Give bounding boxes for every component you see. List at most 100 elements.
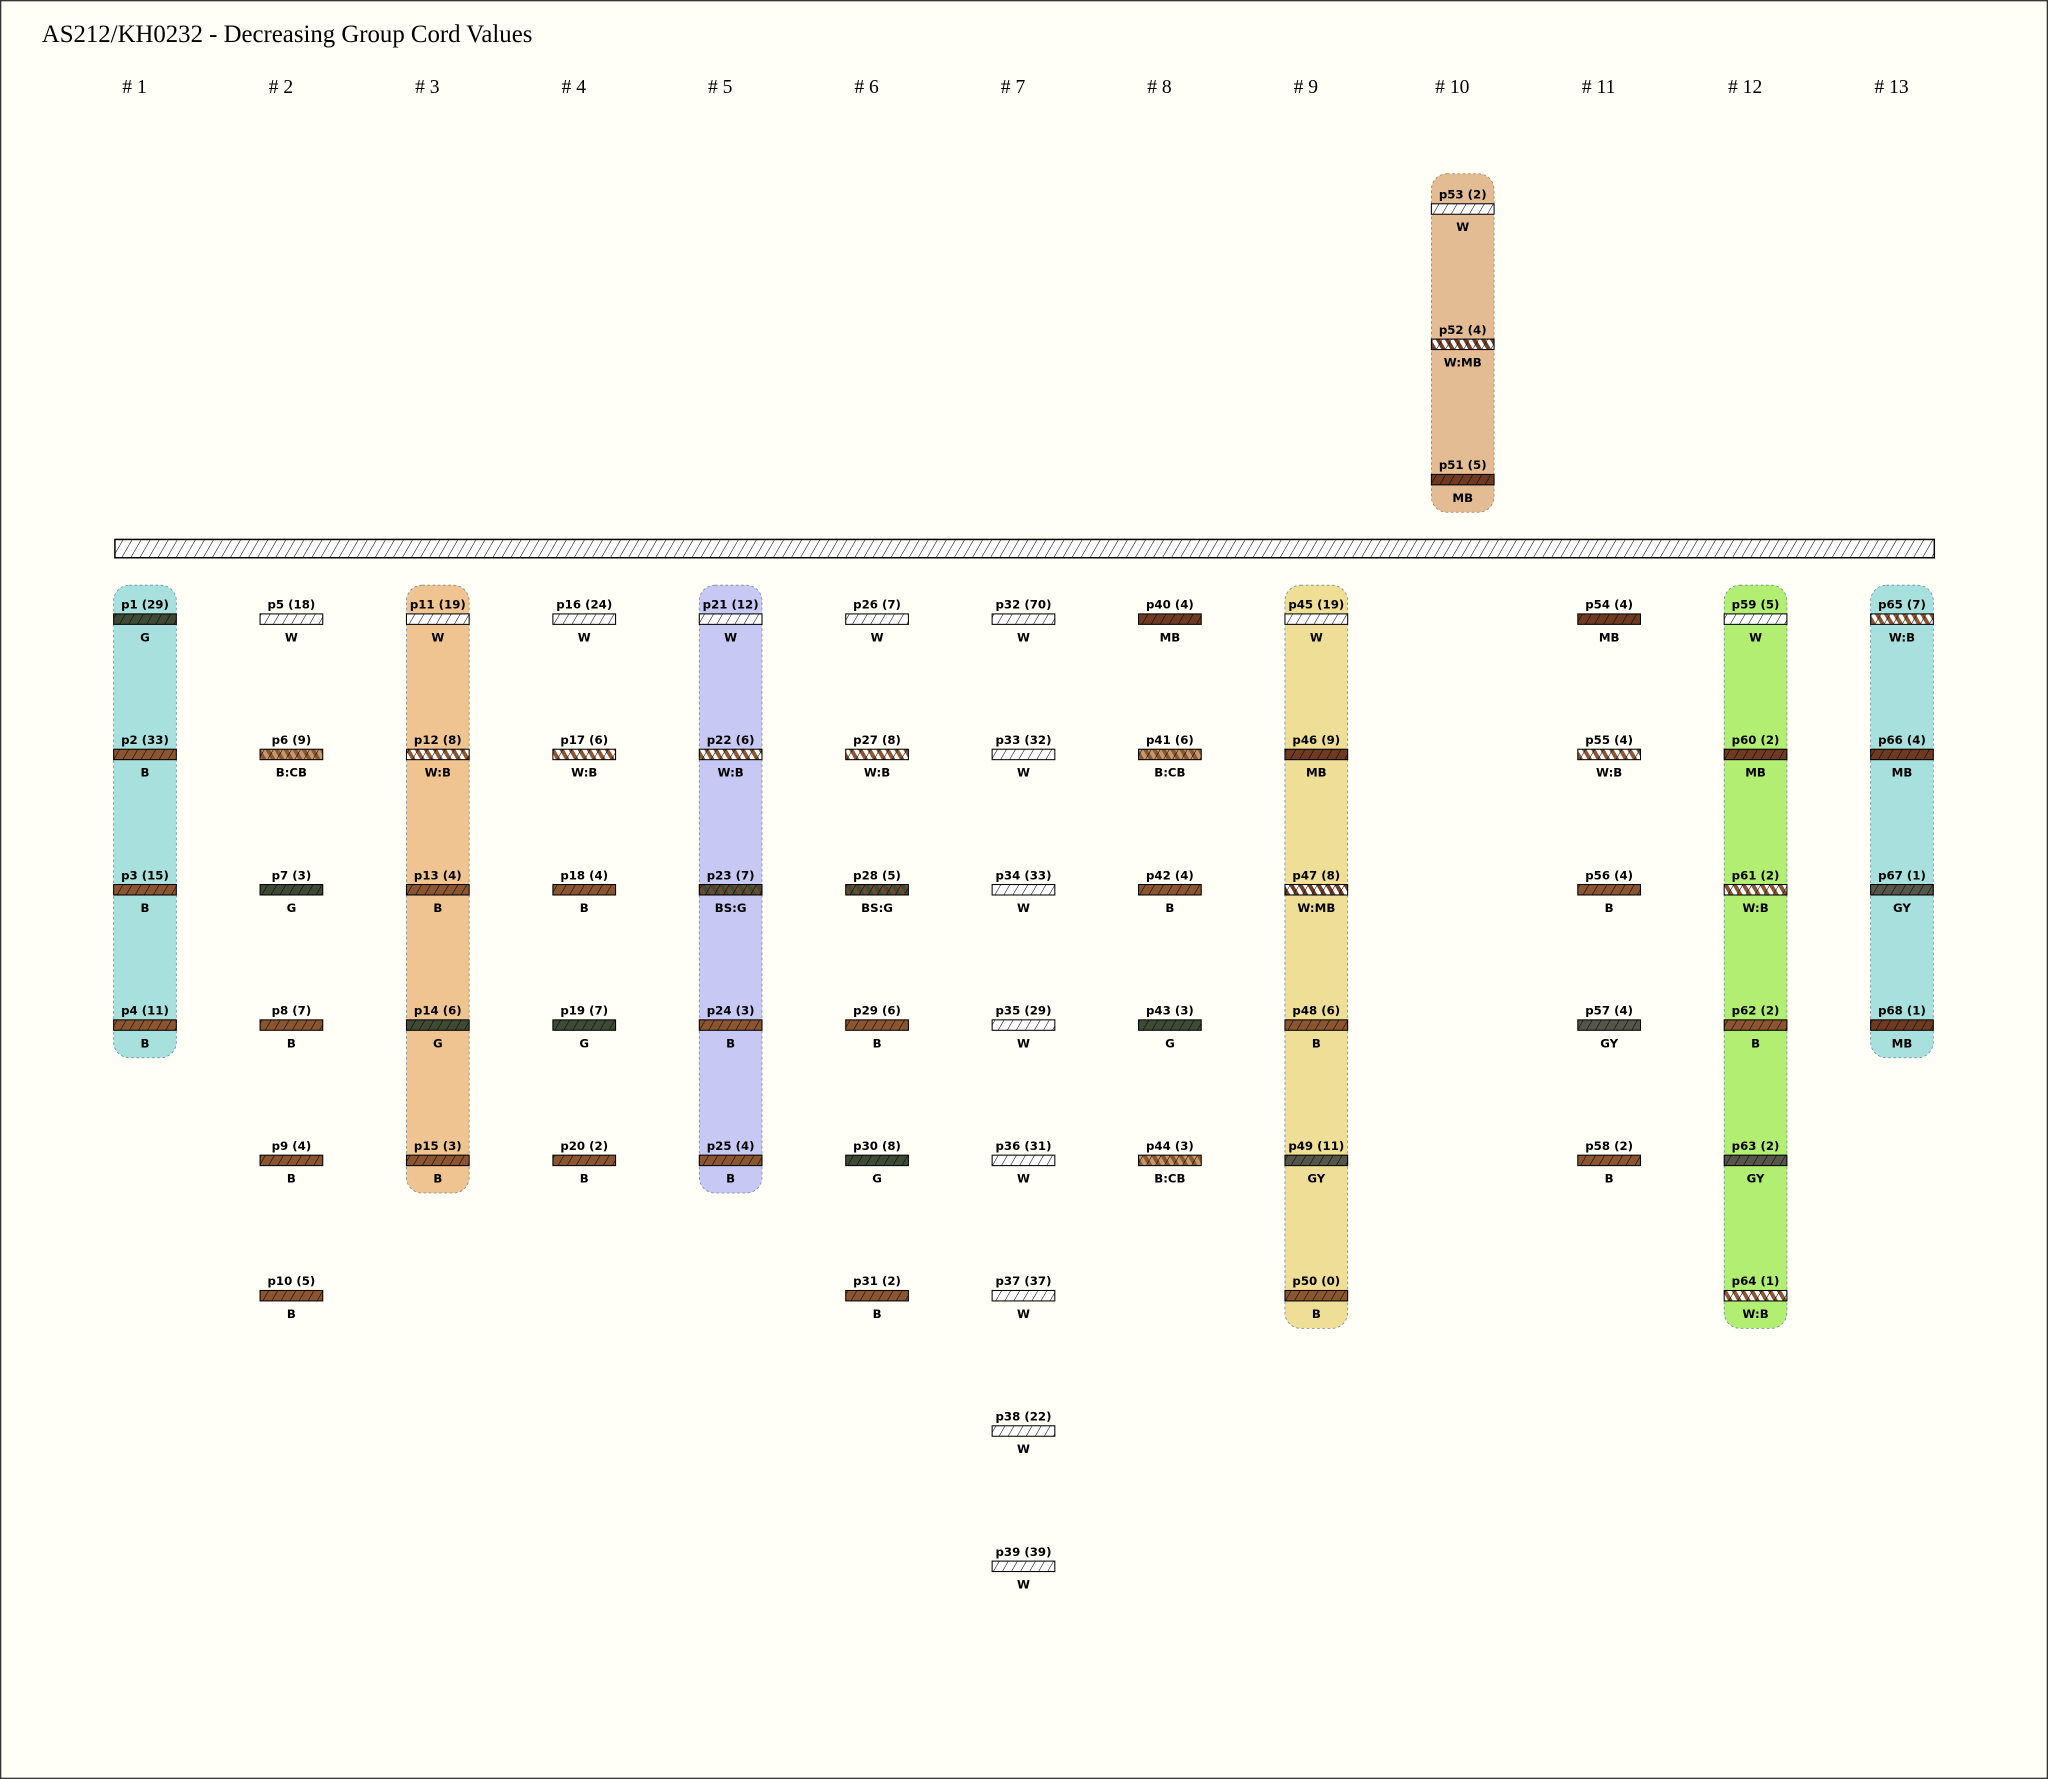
- cord-color-code: B: [287, 1172, 296, 1186]
- cord-color-code: B: [1165, 901, 1174, 915]
- cord-bar-hatch: [259, 884, 324, 896]
- cord-color-code: W:B: [1742, 901, 1768, 915]
- cord-color-code: W: [1017, 901, 1030, 915]
- cord-color-code: B: [726, 1172, 735, 1186]
- cord-label: p40 (4): [1146, 598, 1194, 612]
- group-label: # 6: [854, 77, 879, 98]
- cord-bar-hatch: [991, 1154, 1056, 1167]
- cord-color-code: B: [433, 1172, 442, 1186]
- cord-bar-hatch: [1723, 1289, 1788, 1302]
- group-highlight: [1723, 584, 1788, 1329]
- cord-bar-hatch: [845, 613, 909, 625]
- cord-bar-hatch: [1284, 1019, 1349, 1031]
- cord-bar-hatch: [259, 1019, 324, 1031]
- cord-label: p38 (22): [996, 1410, 1052, 1424]
- cord-label: p50 (0): [1292, 1274, 1340, 1288]
- cord-bar-hatch: [1723, 1154, 1788, 1167]
- cord-label: p60 (2): [1732, 733, 1780, 747]
- cord-bar-hatch: [1870, 1019, 1934, 1031]
- cord-bar-hatch: [113, 613, 177, 625]
- cord-label: p66 (4): [1878, 733, 1926, 747]
- cord-bar-hatch: [552, 748, 617, 761]
- cord-bar-hatch: [1284, 1289, 1349, 1302]
- cord-bar-hatch: [1284, 884, 1349, 896]
- group-label: # 5: [708, 77, 733, 98]
- cord-color-code: W:B: [1889, 630, 1915, 644]
- cord-color-code: G: [872, 1172, 882, 1186]
- cord-bar-hatch: [405, 1019, 470, 1031]
- cord-label: p42 (4): [1146, 868, 1194, 882]
- cord-label: p36 (31): [996, 1139, 1052, 1153]
- cord-color-code: MB: [1160, 630, 1181, 644]
- cord-color-code: G: [140, 630, 150, 644]
- cord-color-code: B: [580, 1172, 589, 1186]
- cord-label: p1 (29): [121, 598, 169, 612]
- group-label: # 3: [415, 77, 440, 98]
- cord-color-code: BS:G: [715, 901, 747, 915]
- cord-bar-hatch: [1870, 613, 1934, 625]
- cord-label: p62 (2): [1732, 1004, 1780, 1018]
- cord-label: p23 (7): [707, 868, 755, 882]
- cord-color-code: B: [873, 1036, 882, 1050]
- cord-color-code: MB: [1892, 1036, 1913, 1050]
- cord-color-code: G: [1165, 1036, 1175, 1050]
- cord-bar-hatch: [552, 1154, 617, 1167]
- cord-label: p25 (4): [707, 1139, 755, 1153]
- cord-color-code: B: [1605, 901, 1614, 915]
- cord-label: p35 (29): [996, 1004, 1052, 1018]
- cord-label: p54 (4): [1585, 598, 1633, 612]
- cord-label: p22 (6): [707, 733, 755, 747]
- cord-color-code: W: [1017, 630, 1030, 644]
- cord-label: p6 (9): [272, 733, 312, 747]
- cord-color-code: W:MB: [1297, 901, 1335, 915]
- cord-bar-hatch: [259, 1289, 324, 1302]
- cord-color-code: W: [285, 630, 298, 644]
- cord-color-code: W: [578, 630, 591, 644]
- cord-label: p31 (2): [853, 1274, 901, 1288]
- cord-bar-hatch: [405, 884, 470, 896]
- cord-bar-hatch: [1723, 1019, 1788, 1031]
- cord-bar-hatch: [991, 1289, 1056, 1302]
- cord-color-code: GY: [1893, 901, 1911, 915]
- cord-bar-hatch: [259, 748, 324, 761]
- cord-color-code: B:CB: [1154, 1172, 1185, 1186]
- cord-bar-hatch: [259, 1154, 324, 1167]
- cord-bar-hatch: [698, 748, 763, 761]
- cord-label: p18 (4): [560, 868, 608, 882]
- cord-label: p44 (3): [1146, 1139, 1194, 1153]
- cord-bar-hatch: [1138, 1019, 1202, 1031]
- cord-label: p14 (6): [414, 1004, 462, 1018]
- cord-bar-hatch: [1430, 338, 1495, 351]
- group-label: # 11: [1582, 77, 1616, 98]
- cord-bar-hatch: [1577, 748, 1642, 761]
- cord-label: p67 (1): [1878, 868, 1926, 882]
- cord-color-code: B:CB: [1154, 766, 1185, 780]
- cord-label: p32 (70): [996, 598, 1052, 612]
- cord-color-code: W:B: [425, 766, 451, 780]
- cord-bar-hatch: [991, 884, 1056, 896]
- cord-color-code: W: [431, 630, 444, 644]
- cord-color-code: G: [579, 1036, 589, 1050]
- group-label: # 7: [1001, 77, 1026, 98]
- cord-bar-hatch: [698, 613, 763, 625]
- cord-bar-hatch: [1284, 613, 1349, 625]
- main-cord-hatch: [114, 538, 1936, 559]
- cord-label: p27 (8): [853, 733, 901, 747]
- cord-color-code: W: [871, 630, 884, 644]
- cord-label: p15 (3): [414, 1139, 462, 1153]
- cord-bar-hatch: [552, 884, 617, 896]
- cord-bar-hatch: [1430, 203, 1495, 215]
- group-highlight: [113, 584, 177, 1059]
- cord-color-code: W:B: [1596, 766, 1622, 780]
- cord-color-code: B: [1605, 1172, 1614, 1186]
- cord-bar-hatch: [845, 748, 909, 761]
- cord-color-code: W:MB: [1444, 356, 1482, 370]
- cord-label: p53 (2): [1439, 188, 1487, 202]
- cord-label: p2 (33): [121, 733, 169, 747]
- cord-label: p43 (3): [1146, 1004, 1194, 1018]
- cord-label: p52 (4): [1439, 323, 1487, 337]
- cord-label: p63 (2): [1732, 1139, 1780, 1153]
- cord-label: p8 (7): [272, 1004, 312, 1018]
- cord-label: p51 (5): [1439, 458, 1487, 472]
